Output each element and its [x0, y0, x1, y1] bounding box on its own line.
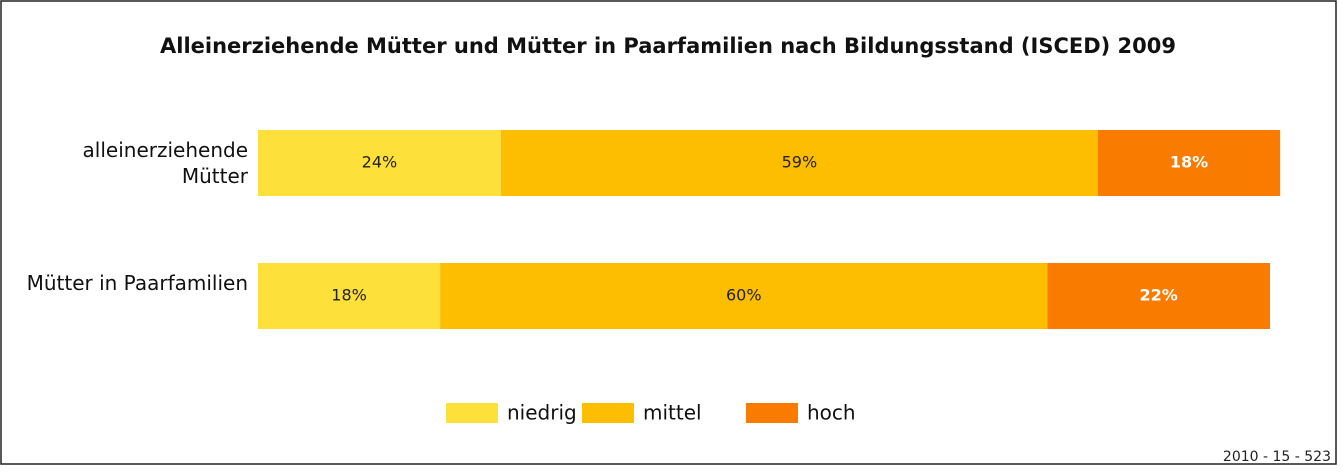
value-label: 60% — [726, 286, 762, 305]
value-label: 22% — [1140, 286, 1178, 305]
legend-swatch — [582, 403, 634, 423]
legend-swatch — [746, 403, 798, 423]
bar-segment — [258, 263, 441, 329]
value-label: 59% — [782, 153, 818, 172]
legend-label: niedrig — [507, 401, 577, 425]
value-label: 18% — [1170, 153, 1208, 172]
category-label: Mütter in Paarfamilien — [26, 271, 248, 295]
bar-segment — [1097, 130, 1281, 196]
legend-swatch — [446, 403, 498, 423]
bar-segment — [1047, 263, 1270, 329]
bar-segment — [258, 130, 501, 196]
category-label: alleinerziehende Mütter — [82, 138, 248, 188]
value-label: 18% — [331, 286, 367, 305]
legend-label: mittel — [643, 401, 702, 425]
bar-segment — [440, 263, 1048, 329]
note: 2010 - 15 - 523 — [1223, 449, 1331, 465]
legend-label: hoch — [807, 401, 856, 425]
chart-title: Alleinerziehende Mütter und Mütter in Pa… — [160, 34, 1176, 58]
value-label: 24% — [362, 153, 398, 172]
bar-segment — [500, 130, 1098, 196]
